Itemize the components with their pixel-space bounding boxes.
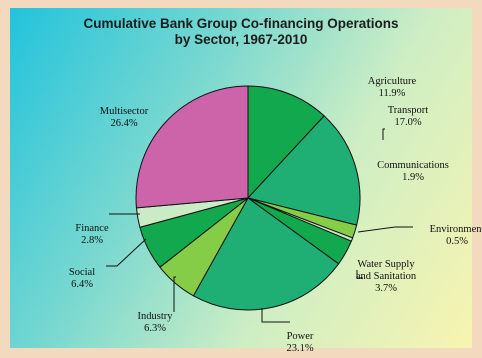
slice-label-finance: Finance 2.8% (75, 223, 109, 246)
slice-label-agriculture: Agriculture 11.9% (368, 76, 417, 99)
slice-label-communications: Communications 1.9% (377, 160, 449, 183)
leader-line-social (106, 238, 147, 267)
slice-label-social: Social 6.4% (69, 267, 95, 290)
pie-slice-agriculture (247, 85, 325, 199)
slice-label-transport: Transport 17.0% (388, 105, 429, 128)
leader-line-industry (173, 276, 176, 312)
pie-slice-multisector (135, 85, 249, 209)
leader-line-environment (357, 226, 413, 233)
pie-slice-transport (247, 115, 361, 226)
chart-title: Cumulative Bank Group Co-financing Opera… (83, 16, 399, 47)
leader-line-water-supply (356, 270, 363, 279)
slice-label-multisector: Multisector 26.4% (100, 106, 149, 129)
leader-line-transport (382, 128, 385, 140)
slice-label-water-supply: Water Supply and Sanitation 3.7% (356, 259, 417, 294)
slice-label-environment: Environment 0.5% (430, 224, 482, 247)
slice-label-power: Power 23.1% (286, 331, 313, 354)
leader-line-power (261, 308, 290, 323)
slice-label-industry: Industry 6.3% (138, 311, 174, 334)
pie-slice-power (192, 197, 340, 311)
